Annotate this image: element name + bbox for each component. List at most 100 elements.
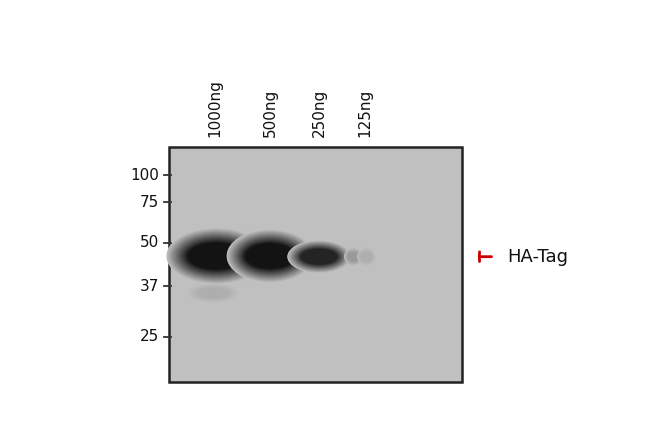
Ellipse shape — [361, 253, 372, 261]
Ellipse shape — [227, 229, 314, 283]
Ellipse shape — [297, 246, 341, 267]
Ellipse shape — [347, 251, 359, 262]
Ellipse shape — [198, 288, 229, 298]
Ellipse shape — [194, 286, 233, 300]
Text: 125ng: 125ng — [358, 88, 372, 136]
Ellipse shape — [361, 252, 372, 261]
Ellipse shape — [359, 249, 374, 264]
Ellipse shape — [348, 253, 358, 261]
Ellipse shape — [358, 248, 375, 265]
Ellipse shape — [291, 243, 346, 271]
Ellipse shape — [188, 284, 239, 303]
Ellipse shape — [242, 242, 298, 271]
Ellipse shape — [358, 249, 375, 265]
Ellipse shape — [359, 250, 374, 264]
Ellipse shape — [227, 230, 313, 282]
Ellipse shape — [181, 238, 252, 274]
Ellipse shape — [358, 249, 375, 265]
Ellipse shape — [290, 242, 348, 271]
Ellipse shape — [170, 230, 263, 281]
Ellipse shape — [166, 228, 266, 284]
Ellipse shape — [196, 288, 230, 298]
Ellipse shape — [236, 236, 305, 276]
Ellipse shape — [344, 248, 362, 266]
Ellipse shape — [196, 287, 231, 299]
Ellipse shape — [229, 231, 312, 281]
Ellipse shape — [238, 238, 303, 274]
Ellipse shape — [345, 249, 361, 264]
Ellipse shape — [235, 236, 306, 276]
Text: 100: 100 — [131, 168, 159, 183]
Ellipse shape — [168, 229, 265, 283]
Ellipse shape — [174, 233, 259, 279]
Ellipse shape — [344, 248, 362, 265]
Ellipse shape — [228, 230, 313, 282]
Ellipse shape — [346, 250, 361, 264]
Ellipse shape — [189, 284, 237, 302]
Ellipse shape — [346, 250, 361, 264]
Ellipse shape — [298, 247, 339, 266]
Ellipse shape — [346, 250, 361, 264]
Ellipse shape — [244, 243, 296, 270]
Ellipse shape — [186, 241, 247, 271]
Ellipse shape — [194, 286, 232, 300]
Ellipse shape — [358, 249, 374, 264]
Ellipse shape — [289, 241, 349, 272]
Ellipse shape — [187, 242, 246, 271]
Ellipse shape — [172, 232, 261, 281]
Ellipse shape — [233, 234, 308, 278]
Ellipse shape — [243, 242, 297, 270]
Ellipse shape — [289, 242, 349, 272]
Ellipse shape — [182, 239, 251, 274]
Ellipse shape — [234, 235, 307, 277]
Ellipse shape — [296, 246, 342, 267]
Ellipse shape — [296, 246, 341, 267]
Ellipse shape — [191, 285, 235, 301]
Ellipse shape — [359, 250, 374, 264]
Ellipse shape — [347, 251, 359, 262]
Ellipse shape — [173, 232, 259, 280]
Ellipse shape — [348, 252, 359, 262]
Ellipse shape — [240, 240, 300, 272]
Ellipse shape — [188, 284, 239, 302]
Ellipse shape — [232, 233, 309, 279]
Ellipse shape — [301, 249, 337, 264]
Ellipse shape — [240, 239, 300, 273]
Ellipse shape — [361, 252, 372, 262]
Ellipse shape — [198, 288, 228, 298]
Ellipse shape — [293, 244, 345, 269]
Ellipse shape — [181, 238, 252, 274]
Ellipse shape — [170, 230, 263, 282]
Ellipse shape — [294, 245, 344, 268]
Ellipse shape — [360, 251, 372, 262]
Text: 500ng: 500ng — [263, 88, 278, 136]
Ellipse shape — [184, 240, 248, 272]
Ellipse shape — [359, 250, 374, 264]
Ellipse shape — [361, 252, 372, 261]
Ellipse shape — [171, 231, 262, 281]
Ellipse shape — [188, 284, 238, 302]
Ellipse shape — [288, 241, 350, 272]
Ellipse shape — [190, 284, 237, 302]
Ellipse shape — [360, 251, 372, 262]
Ellipse shape — [245, 243, 295, 269]
Ellipse shape — [344, 248, 362, 265]
Ellipse shape — [299, 248, 339, 266]
Ellipse shape — [358, 249, 374, 265]
Ellipse shape — [296, 246, 343, 267]
Ellipse shape — [344, 249, 362, 265]
Ellipse shape — [231, 233, 309, 279]
Text: 37: 37 — [140, 279, 159, 294]
Ellipse shape — [237, 237, 304, 275]
Ellipse shape — [197, 288, 229, 298]
Ellipse shape — [191, 285, 235, 301]
Ellipse shape — [233, 234, 307, 278]
Ellipse shape — [348, 252, 359, 261]
Ellipse shape — [291, 243, 348, 271]
Ellipse shape — [192, 285, 235, 301]
Ellipse shape — [360, 251, 372, 262]
Ellipse shape — [179, 236, 254, 275]
Ellipse shape — [298, 247, 341, 267]
Ellipse shape — [300, 249, 337, 265]
Ellipse shape — [346, 251, 360, 263]
